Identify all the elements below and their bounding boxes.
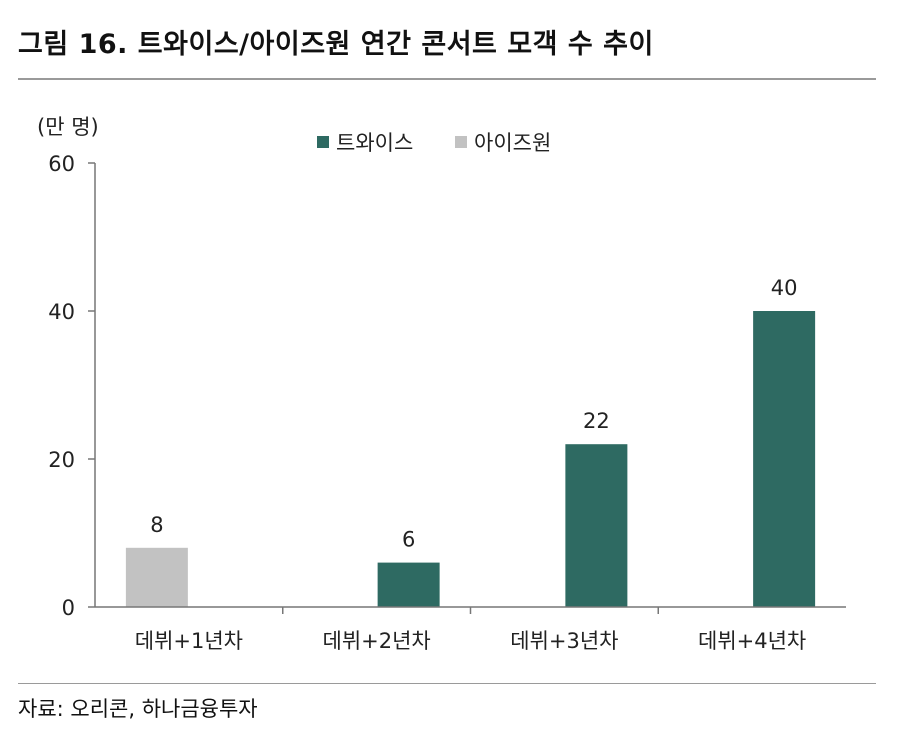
bar-izone [125,547,188,607]
x-tick-label: 데뷔+3년차 [510,629,618,653]
bars: 6 22 40 8 [125,276,816,607]
bar-twice [753,311,816,607]
x-tick-label: 데뷔+2년차 [323,629,431,653]
y-tick-label: 20 [48,448,75,472]
legend-swatch-twice [317,136,329,148]
bar-twice [565,444,628,607]
source-divider [18,683,876,684]
legend-swatch-izone [455,136,467,148]
data-label: 22 [583,409,610,433]
figure-title: 그림 16. 트와이스/아이즈원 연간 콘서트 모객 수 추이 [18,29,654,60]
y-tick-label: 40 [48,300,75,324]
y-tick-label: 0 [62,596,75,620]
data-label: 40 [771,276,798,300]
bar-twice [377,562,440,607]
legend: 트와이스 아이즈원 [317,131,551,155]
data-label: 8 [150,513,163,537]
x-axis: 데뷔+1년차 데뷔+2년차 데뷔+3년차 데뷔+4년차 [135,607,806,653]
title-divider [18,78,876,80]
y-axis: 0 20 40 60 [48,152,95,620]
data-label: 6 [402,528,415,552]
legend-label-izone: 아이즈원 [474,131,551,155]
source-note: 자료: 오리콘, 하나금융투자 [18,697,258,721]
y-unit-label: (만 명) [37,115,99,139]
x-tick-label: 데뷔+4년차 [698,629,806,653]
x-tick-label: 데뷔+1년차 [135,629,243,653]
y-tick-label: 60 [48,152,75,176]
legend-label-twice: 트와이스 [336,131,413,155]
